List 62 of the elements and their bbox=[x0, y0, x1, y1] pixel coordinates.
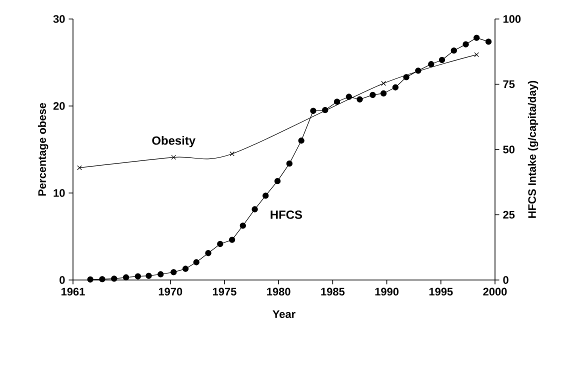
y2-tick-label: 25 bbox=[503, 210, 515, 219]
point bbox=[170, 269, 177, 276]
y2-tick-label: 75 bbox=[503, 80, 515, 88]
x-tick-label: 1980 bbox=[267, 288, 290, 296]
point bbox=[415, 68, 422, 74]
y2-tick-label: 50 bbox=[503, 146, 515, 154]
point bbox=[193, 259, 200, 266]
x-tick-label: 1990 bbox=[375, 288, 399, 296]
point bbox=[252, 206, 258, 212]
point bbox=[462, 41, 469, 48]
point bbox=[334, 98, 340, 105]
x-tick-label: 1995 bbox=[429, 288, 453, 296]
point bbox=[428, 61, 434, 68]
y2-tick-label: 100 bbox=[503, 15, 521, 23]
point bbox=[182, 266, 189, 272]
x-tick-label: 1961 bbox=[62, 288, 85, 296]
point bbox=[111, 276, 118, 282]
point bbox=[346, 94, 352, 100]
point bbox=[485, 38, 492, 45]
y-tick-label: 0 bbox=[60, 276, 65, 284]
point bbox=[240, 222, 246, 229]
point bbox=[380, 90, 387, 96]
y2-axis-title: HFCS Intake (g/capita/day) bbox=[528, 80, 538, 218]
point bbox=[228, 236, 236, 243]
point bbox=[262, 192, 269, 199]
y-axis-title: Percentage obese bbox=[38, 102, 48, 196]
x-tick-label: 1985 bbox=[321, 288, 345, 296]
point bbox=[356, 96, 363, 102]
point bbox=[450, 47, 457, 54]
point bbox=[310, 108, 316, 114]
point bbox=[286, 160, 293, 167]
point bbox=[381, 80, 386, 86]
point bbox=[122, 274, 130, 280]
x-tick-label: 1970 bbox=[158, 288, 182, 296]
point bbox=[87, 276, 94, 283]
point bbox=[370, 92, 376, 98]
point bbox=[298, 138, 304, 144]
point bbox=[205, 250, 212, 256]
y-tick-label: 20 bbox=[53, 102, 65, 110]
x-tick-label: 2000 bbox=[483, 288, 507, 296]
point bbox=[403, 74, 410, 80]
y2-tick-label: 0 bbox=[503, 276, 508, 284]
series-label: Obesity bbox=[152, 136, 196, 148]
x-axis-title: Year bbox=[272, 310, 296, 318]
point bbox=[146, 272, 152, 279]
point bbox=[322, 106, 328, 114]
point bbox=[217, 240, 224, 248]
point bbox=[474, 52, 480, 58]
point bbox=[158, 271, 164, 278]
series-label: HFCS bbox=[270, 210, 302, 219]
point bbox=[99, 276, 106, 282]
y-tick-label: 10 bbox=[54, 189, 65, 197]
point bbox=[77, 165, 82, 170]
x-tick-label: 1975 bbox=[212, 288, 236, 296]
point bbox=[474, 34, 480, 41]
point bbox=[274, 178, 281, 184]
point bbox=[392, 84, 399, 90]
y-tick-label: 30 bbox=[53, 15, 65, 23]
point bbox=[171, 154, 176, 160]
point bbox=[230, 151, 234, 156]
point bbox=[438, 56, 446, 64]
point bbox=[134, 273, 142, 280]
